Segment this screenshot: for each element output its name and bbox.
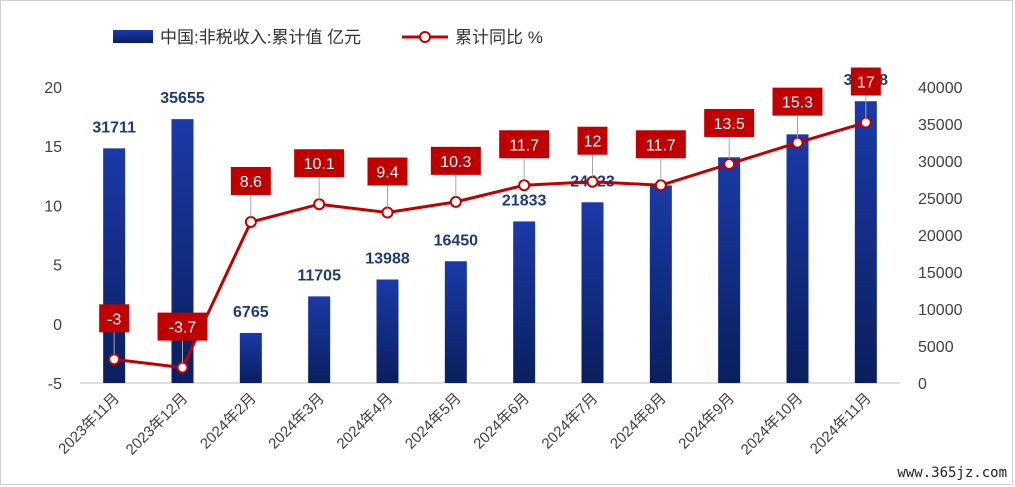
x-tick-label: 2024年5月 <box>402 390 465 453</box>
line-data-label: 17 <box>857 75 875 92</box>
y-right-tick-label: 25000 <box>918 191 963 208</box>
line-series <box>108 116 872 374</box>
bar <box>308 296 331 383</box>
line-path <box>113 121 867 370</box>
bar-data-label: 11705 <box>297 267 341 284</box>
y-left-tick-label: 0 <box>53 317 62 334</box>
bar <box>786 134 809 383</box>
line-data-label: -3.7 <box>169 320 197 337</box>
bar <box>649 185 672 383</box>
line-point <box>176 361 189 374</box>
bar <box>376 279 399 383</box>
line-point <box>381 206 394 219</box>
y-right-tick-label: 15000 <box>918 265 963 282</box>
bar <box>718 157 741 383</box>
line-point <box>723 157 736 170</box>
line-data-label: 11.7 <box>509 137 539 154</box>
y-right-tick-label: 0 <box>918 376 927 393</box>
line-data-label: -3 <box>107 311 121 328</box>
line-label-box <box>294 149 345 178</box>
bars <box>103 101 877 383</box>
bar <box>581 202 604 383</box>
bar-data-label: 13988 <box>365 250 410 267</box>
line-label-box <box>772 87 823 116</box>
bar-data-label: 21833 <box>502 192 547 209</box>
y-right-tick-label: 30000 <box>918 154 963 171</box>
line-point <box>586 175 599 188</box>
y-right-tick-label: 35000 <box>918 117 963 134</box>
bar-data-label: 6765 <box>233 304 269 321</box>
legend: 中国:非税收入:累计值 亿元 累计同比 % <box>113 28 543 47</box>
line-point <box>108 353 121 366</box>
line-data-label: 15.3 <box>782 95 813 112</box>
line-label-box <box>704 108 755 137</box>
legend-line-label: 累计同比 % <box>455 28 543 47</box>
line-data-label: 8.6 <box>240 174 262 191</box>
line-label-box <box>499 130 550 159</box>
y-left-tick-label: 20 <box>44 80 62 97</box>
line-label-box <box>367 157 408 186</box>
bar-data-label: 31711 <box>92 119 136 136</box>
line-label-box <box>430 146 481 175</box>
y-right-tick-label: 5000 <box>918 339 954 356</box>
x-tick-label: 2024年11月 <box>807 390 875 458</box>
x-tick-label: 2024年9月 <box>675 390 738 453</box>
line-point <box>244 215 257 228</box>
bar-labels: 3171135655676511705139881645021833244233… <box>92 72 888 321</box>
x-tick-label: 2023年11月 <box>55 390 123 458</box>
line-labels: -3 -3.7 8.6 10.1 9.4 10.3 11.7 12 11.7 13.5 15.3 17 <box>99 67 881 363</box>
line-data-label: 11.7 <box>646 137 676 154</box>
y-left-tick-label: 10 <box>44 198 62 215</box>
x-tick-label: 2024年8月 <box>607 390 670 453</box>
legend-line-marker <box>419 31 431 43</box>
line-data-label: 10.1 <box>304 156 335 173</box>
y-left-tick-label: 15 <box>44 139 62 156</box>
line-label-box <box>577 126 608 155</box>
line-point <box>449 195 462 208</box>
bar <box>239 332 262 383</box>
x-tick-label: 2024年7月 <box>539 390 602 453</box>
x-tick-label: 2024年3月 <box>265 390 328 453</box>
line-point <box>654 179 667 192</box>
legend-bar-label: 中国:非税收入:累计值 亿元 <box>160 28 361 47</box>
line-point <box>859 116 872 129</box>
bar <box>854 101 877 383</box>
bar <box>444 261 467 383</box>
line-label-box <box>99 304 130 333</box>
line-label-box <box>850 67 881 96</box>
line-point <box>791 136 804 149</box>
line-point <box>518 179 531 192</box>
x-tick-label: 2024年4月 <box>334 390 397 453</box>
x-tick-label: 2024年10月 <box>738 390 807 459</box>
x-tick-label: 2024年6月 <box>470 390 533 453</box>
x-tick-label: 2023年12月 <box>123 390 192 459</box>
axes: -5 0 5 10 15 20 0 5000 10000 15000 20000 25000 30000… <box>44 80 962 393</box>
line-data-label: 9.4 <box>376 165 398 182</box>
bar <box>513 221 536 383</box>
y-right-tick-label: 20000 <box>918 228 963 245</box>
line-label-box <box>635 130 686 159</box>
y-right-tick-label: 40000 <box>918 80 963 97</box>
line-data-label: 12 <box>584 134 602 151</box>
x-tick-label: 2024年2月 <box>197 390 260 453</box>
y-left-tick-label: -5 <box>48 376 62 393</box>
legend-bar-swatch <box>113 30 153 43</box>
watermark: www.365jz.com <box>897 465 1007 481</box>
bar-data-label: 16450 <box>434 232 479 249</box>
bar-data-label: 35655 <box>160 90 205 107</box>
y-right-tick-label: 10000 <box>918 302 963 319</box>
line-data-label: 10.3 <box>440 154 471 171</box>
x-tick-labels: 2023年11月 2023年12月 2024年2月 2024年3月 2024年4月 202… <box>55 390 875 459</box>
line-data-label: 13.5 <box>714 116 745 133</box>
y-left-tick-label: 5 <box>53 258 62 275</box>
line-point <box>313 198 326 211</box>
line-label-box <box>157 312 208 341</box>
line-label-box <box>230 166 271 195</box>
